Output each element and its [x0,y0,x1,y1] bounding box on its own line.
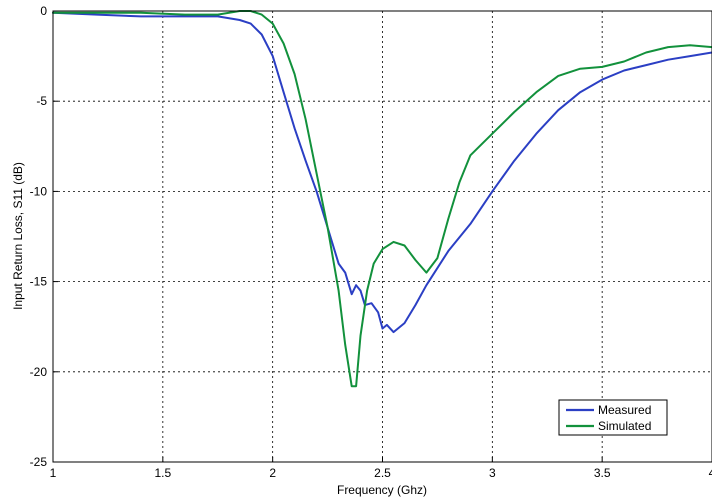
tick-marks [52,10,712,463]
legend-label-simulated: Simulated [598,419,651,433]
y-tick-labels: 0 -5 -10 -15 -20 -25 [30,4,48,469]
x-tick-label: 4 [709,466,712,480]
legend: Measured Simulated [558,399,668,436]
legend-label-measured: Measured [598,403,651,417]
x-tick-label: 1 [50,466,57,480]
x-tick-label: 2 [269,466,276,480]
x-tick-labels: 1 1.5 2 2.5 3 3.5 4 [50,466,712,480]
x-tick-label: 2.5 [374,466,391,480]
legend-box [558,399,668,436]
x-tick-label: 3 [489,466,496,480]
grid [53,11,712,462]
series-line-simulated [52,10,712,388]
series-line-measured [52,11,712,334]
y-tick-label: -25 [30,455,48,469]
y-axis-label: Input Return Loss, S11 (dB) [11,162,25,310]
y-tick-label: -5 [36,94,47,108]
y-tick-label: -10 [30,184,48,198]
x-axis-label: Frequency (Ghz) [337,483,427,497]
y-tick-label: -20 [30,365,48,379]
x-tick-label: 3.5 [594,466,611,480]
x-tick-label: 1.5 [154,466,171,480]
series-layer [52,10,712,388]
y-tick-label: -15 [30,275,48,289]
y-tick-label: 0 [40,4,47,18]
